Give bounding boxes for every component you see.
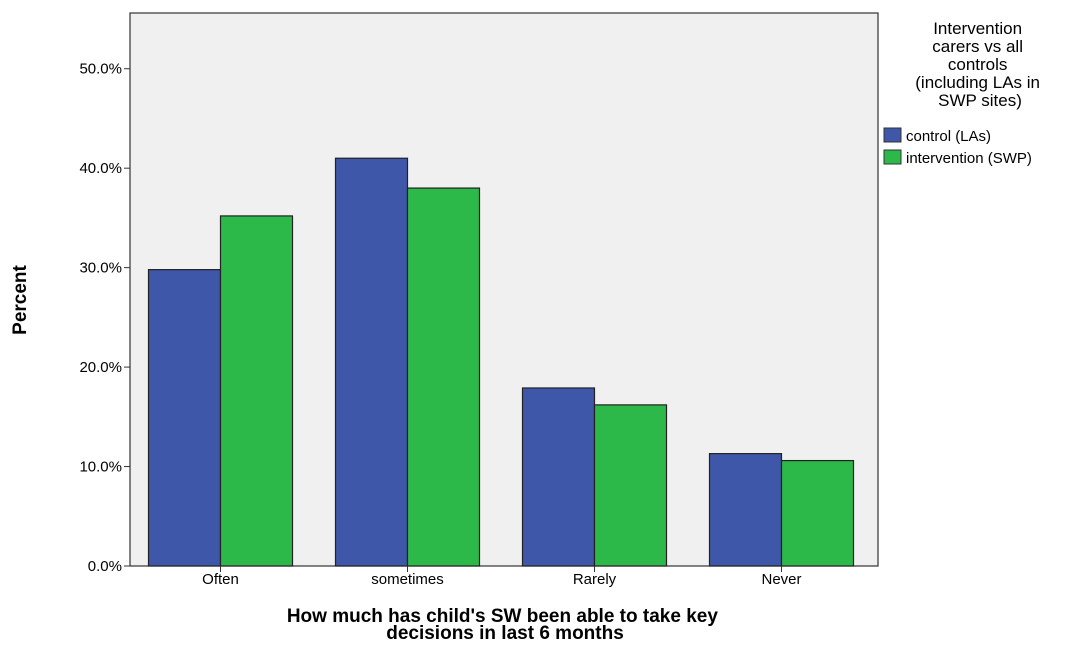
x-tick-label: Often: [202, 571, 239, 588]
y-tick-label: 10.0%: [79, 459, 122, 476]
legend-title: Intervention carers vs all controls (inc…: [915, 19, 1044, 110]
legend-swatch-control: [883, 127, 902, 143]
x-axis-label-line-1: How much has child's SW been able to tak…: [287, 606, 719, 627]
legend-title-line-1: Intervention: [933, 19, 1022, 38]
bar-control-often: [147, 269, 222, 567]
bar-intervention-never: [780, 459, 855, 567]
bar-control-sometimes: [334, 157, 409, 567]
legend-title-line-3: controls: [948, 55, 1008, 74]
legend-label-intervention: intervention (SWP): [906, 150, 1032, 167]
y-tick-label: 20.0%: [79, 359, 122, 376]
bar-intervention-rarely: [593, 404, 668, 567]
x-tick-label: Never: [761, 571, 801, 588]
legend-title-line-4: (including LAs in: [915, 73, 1040, 92]
y-tick-label: 30.0%: [79, 260, 122, 277]
x-axis-label: How much has child's SW been able to tak…: [287, 606, 723, 644]
legend: Intervention carers vs all controls (inc…: [883, 19, 1044, 167]
bar-control-rarely: [521, 387, 596, 567]
y-axis: 0.0% 10.0% 20.0% 30.0% 40.0% 50.0%: [79, 61, 130, 575]
legend-label-control: control (LAs): [906, 128, 991, 145]
bar-intervention-sometimes: [406, 187, 481, 567]
x-tick-label: sometimes: [371, 571, 444, 588]
y-tick-label: 50.0%: [79, 61, 122, 78]
bars: [147, 157, 855, 567]
legend-swatch-intervention: [883, 149, 902, 165]
bar-control-never: [708, 453, 783, 567]
bar-intervention-often: [219, 215, 294, 567]
x-axis-label-line-2: decisions in last 6 months: [386, 623, 624, 644]
y-axis-label: Percent: [10, 264, 31, 334]
legend-title-line-2: carers vs all: [932, 37, 1023, 56]
legend-title-line-5: SWP sites): [938, 91, 1022, 110]
x-axis: Often sometimes Rarely Never: [202, 566, 802, 588]
y-tick-label: 40.0%: [79, 160, 122, 177]
x-tick-label: Rarely: [573, 571, 617, 588]
y-tick-label: 0.0%: [88, 558, 122, 575]
